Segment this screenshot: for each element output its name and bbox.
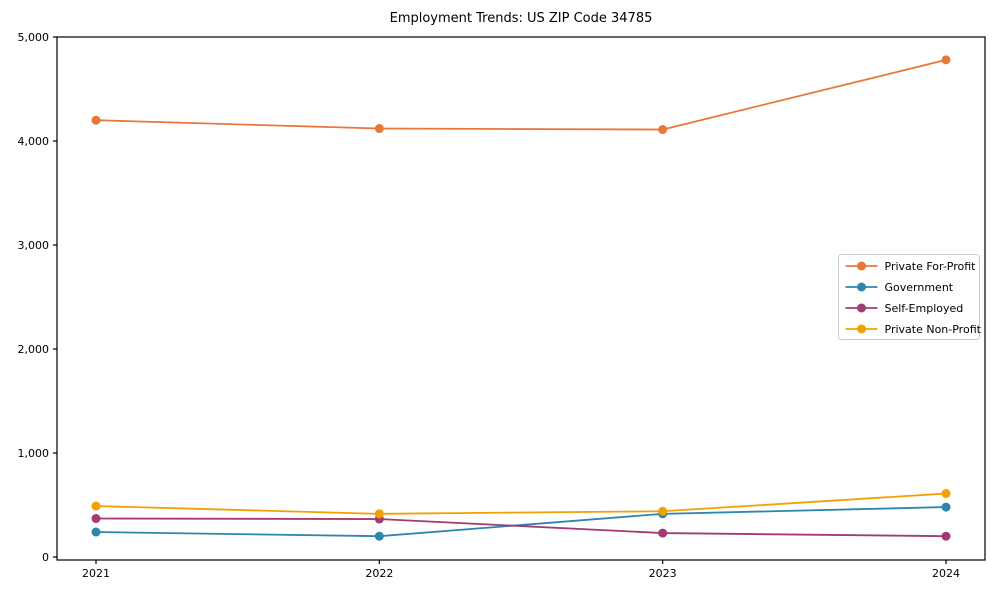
series-line <box>95 492 947 515</box>
legend-label: Private For-Profit <box>885 260 977 273</box>
data-point-marker <box>91 115 101 125</box>
legend-item: Self-Employed <box>845 302 964 315</box>
data-point-marker <box>658 125 668 135</box>
series-line <box>95 506 947 538</box>
legend-label: Self-Employed <box>885 302 964 315</box>
data-point-marker <box>658 528 668 538</box>
data-point-marker <box>91 514 101 524</box>
data-point-marker <box>374 531 384 541</box>
data-point-marker <box>374 509 384 519</box>
legend-item: Private For-Profit <box>845 260 977 273</box>
data-point-marker <box>91 527 101 537</box>
series-line <box>95 517 947 538</box>
data-point-marker <box>941 55 951 65</box>
legend-marker <box>857 324 866 334</box>
y-tick-label: 0 <box>42 551 49 564</box>
data-point-marker <box>941 531 951 541</box>
x-tick-label: 2023 <box>649 567 677 580</box>
x-tick-label: 2021 <box>82 567 110 580</box>
legend: Private For-Profit Government Self-Employe… <box>838 254 982 340</box>
y-tick-label: 1,000 <box>18 447 50 460</box>
data-point-marker <box>658 506 668 516</box>
y-tick-label: 5,000 <box>18 31 50 44</box>
axes: 0 1,000 2,000 3,000 4,000 5,000 2021 2022 2023 20… <box>18 31 961 580</box>
series-layer <box>91 55 951 541</box>
data-point-marker <box>941 489 951 499</box>
legend-label: Government <box>885 281 954 294</box>
data-point-marker <box>91 501 101 511</box>
legend-box <box>838 254 980 340</box>
y-tick-label: 3,000 <box>18 239 50 252</box>
y-tick-label: 4,000 <box>18 135 50 148</box>
y-tick-label: 2,000 <box>18 343 50 356</box>
series-line <box>95 59 947 131</box>
legend-label: Private Non-Profit <box>885 323 982 336</box>
x-tick-label: 2022 <box>365 567 393 580</box>
x-tick-label: 2024 <box>932 567 960 580</box>
legend-marker <box>857 282 866 292</box>
data-point-marker <box>374 124 384 134</box>
legend-item: Private Non-Profit <box>845 323 982 336</box>
legend-item: Government <box>845 281 954 294</box>
legend-marker <box>857 303 866 313</box>
chart-title: Employment Trends: US ZIP Code 34785 <box>390 11 653 26</box>
legend-marker <box>857 261 866 271</box>
data-point-marker <box>941 502 951 512</box>
